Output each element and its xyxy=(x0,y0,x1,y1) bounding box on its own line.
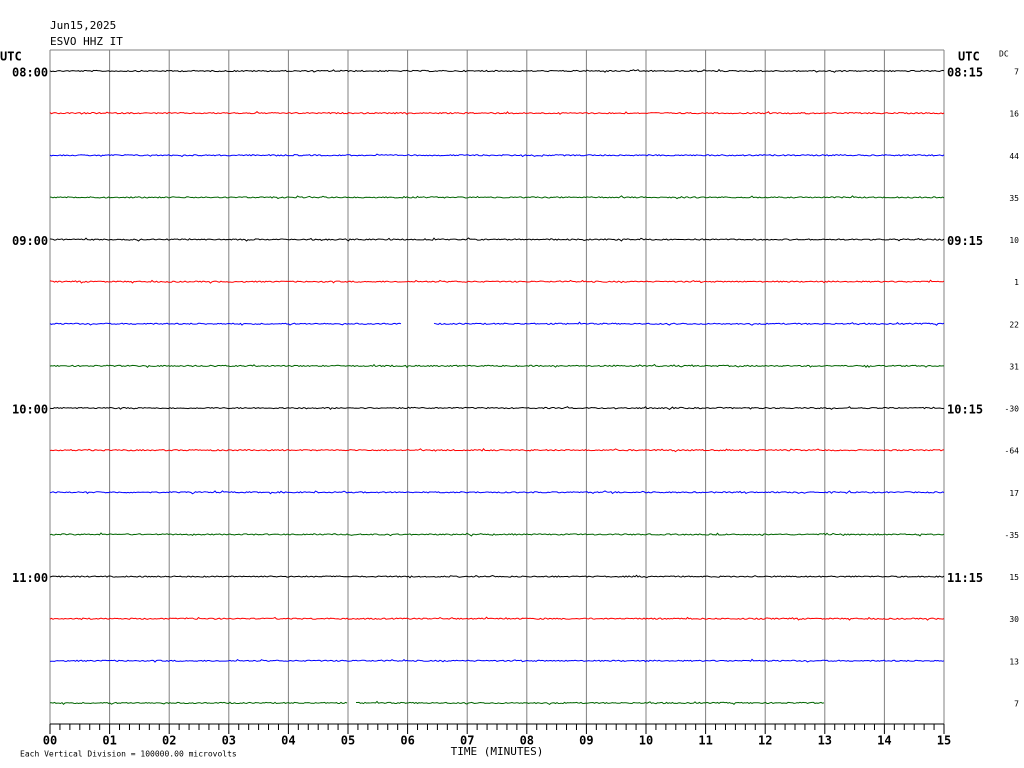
x-tick-label: 15 xyxy=(937,734,951,748)
dc-value: 15 xyxy=(1009,573,1019,582)
seismic-trace xyxy=(49,363,944,369)
right-time: 09:15 xyxy=(947,234,983,248)
x-tick-label: 05 xyxy=(341,734,355,748)
seismic-trace xyxy=(49,574,945,579)
seismic-trace xyxy=(49,111,945,115)
seismic-trace xyxy=(49,153,945,158)
seismic-trace xyxy=(356,700,825,706)
x-tick-label: 04 xyxy=(281,734,295,748)
dc-value: 7 xyxy=(1014,699,1019,708)
dc-value: 30 xyxy=(1009,615,1019,624)
left-time: 09:00 xyxy=(12,234,48,248)
seismic-trace xyxy=(49,406,945,411)
dc-value: 7 xyxy=(1014,68,1019,77)
right-time: 10:15 xyxy=(947,403,983,417)
x-tick-label: 03 xyxy=(222,734,236,748)
seismic-trace xyxy=(49,616,945,621)
seismic-trace xyxy=(49,279,945,284)
utc-left: UTC xyxy=(0,50,22,64)
seismic-trace xyxy=(49,532,945,537)
dc-value: 35 xyxy=(1009,194,1019,203)
footer-note: Each Vertical Division = 100000.00 micro… xyxy=(20,750,237,759)
right-time: 08:15 xyxy=(947,66,983,80)
x-tick-label: 01 xyxy=(102,734,116,748)
x-tick-label: 14 xyxy=(877,734,891,748)
seismic-trace xyxy=(433,321,945,326)
x-tick-label: 12 xyxy=(758,734,772,748)
dc-value: 13 xyxy=(1009,657,1019,666)
seismic-trace xyxy=(49,448,945,453)
dc-value: 10 xyxy=(1009,236,1019,245)
x-tick-label: 02 xyxy=(162,734,176,748)
utc-right: UTC xyxy=(958,50,980,64)
x-axis-title: TIME (MINUTES) xyxy=(451,745,544,758)
x-tick-label: 10 xyxy=(639,734,653,748)
x-tick-label: 06 xyxy=(400,734,414,748)
seismic-trace xyxy=(49,68,945,73)
dc-value: 1 xyxy=(1014,278,1019,287)
dc-label: DC xyxy=(999,50,1009,59)
station: ESVO HHZ IT xyxy=(50,35,123,48)
seismic-trace xyxy=(49,658,945,663)
x-tick-label: 08 xyxy=(520,734,534,748)
dc-value: -64 xyxy=(1005,447,1020,456)
x-tick-label: 09 xyxy=(579,734,593,748)
right-time: 11:15 xyxy=(947,571,983,585)
dc-value: 22 xyxy=(1009,320,1019,329)
date: Jun15,2025 xyxy=(50,19,116,32)
dc-value: 17 xyxy=(1009,489,1019,498)
x-tick-label: 00 xyxy=(43,734,57,748)
dc-value: -35 xyxy=(1005,531,1020,540)
dc-value: 44 xyxy=(1009,152,1019,161)
left-time: 11:00 xyxy=(12,571,48,585)
x-tick-label: 13 xyxy=(818,734,832,748)
x-tick-label: 07 xyxy=(460,734,474,748)
dc-value: 16 xyxy=(1009,110,1019,119)
seismic-trace xyxy=(49,322,402,326)
dc-value: -30 xyxy=(1005,405,1020,414)
seismic-trace xyxy=(49,237,945,242)
seismic-trace xyxy=(49,195,945,200)
dc-value: 31 xyxy=(1009,362,1019,371)
left-time: 10:00 xyxy=(12,403,48,417)
x-tick-label: 11 xyxy=(698,734,712,748)
seismic-trace xyxy=(49,490,945,495)
seismic-trace xyxy=(49,701,348,706)
left-time: 08:00 xyxy=(12,66,48,80)
